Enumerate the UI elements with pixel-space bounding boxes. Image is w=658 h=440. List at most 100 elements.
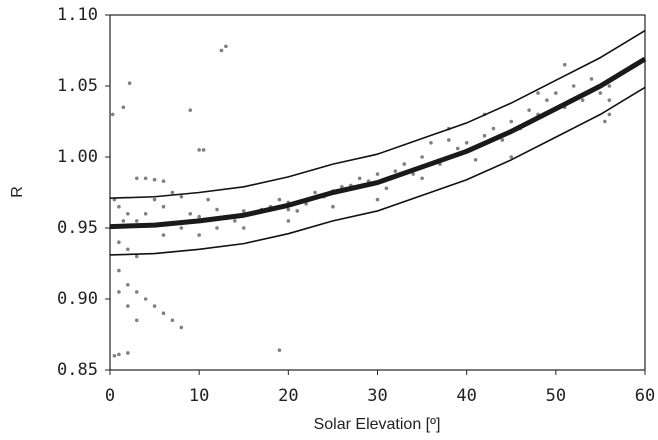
scatter-point [126, 212, 130, 216]
scatter-point [340, 185, 344, 189]
scatter-point [420, 176, 424, 181]
scatter-point [161, 204, 166, 209]
scatter-point [375, 172, 380, 176]
scatter-point [224, 44, 228, 49]
scatter-point [295, 209, 300, 213]
x-tick-label: 30 [367, 386, 387, 406]
scatter-point [331, 204, 335, 209]
y-tick-label: 0.95 [57, 218, 98, 238]
scatter-point [121, 219, 126, 223]
scatter-point [206, 197, 210, 202]
scatter-point [126, 247, 130, 252]
scatter-point [509, 119, 514, 124]
scatter-point [117, 290, 121, 294]
scatter-point [126, 351, 130, 355]
scatter-point [455, 146, 460, 151]
scatter-point [188, 108, 193, 112]
scatter-point [393, 169, 398, 173]
x-tick-label: 60 [635, 386, 655, 406]
scatter-point [491, 126, 496, 131]
scatter-point [143, 176, 148, 181]
scatter-point [545, 98, 549, 102]
scatter-point [571, 84, 576, 88]
scatter-point [143, 212, 148, 216]
x-tick-label: 10 [189, 386, 209, 406]
scatter-point [134, 254, 139, 259]
scatter-point [241, 226, 246, 230]
scatter-point [233, 219, 237, 223]
scatter-point [607, 84, 612, 88]
scatter-point [313, 190, 317, 195]
scatter-point [482, 133, 487, 138]
scatter-point [179, 226, 184, 230]
scatter-point [286, 219, 291, 223]
y-tick-label: 0.90 [57, 289, 98, 309]
scatter-point [241, 209, 246, 213]
scatter-point [170, 318, 175, 323]
scatter-point [464, 141, 469, 145]
scatter-point [215, 207, 219, 212]
scatter-point [126, 283, 130, 287]
scatter-point [536, 91, 540, 95]
scatter-point [134, 290, 139, 294]
scatter-point [589, 77, 594, 81]
scatter-point [447, 138, 451, 142]
x-tick-label: 20 [278, 386, 298, 406]
scatter-point [473, 158, 478, 162]
scatter-point [161, 311, 166, 316]
scatter-point [402, 162, 407, 166]
plot-frame [109, 14, 646, 371]
scatter-point [277, 348, 282, 352]
y-tick-label: 1.00 [57, 147, 98, 167]
scatter-point [429, 141, 433, 145]
x-tick-label: 50 [546, 386, 566, 406]
scatter-point [420, 155, 424, 159]
scatter-point [134, 318, 139, 323]
scatter-point [603, 119, 607, 124]
y-tick-label: 1.10 [57, 5, 98, 25]
scatter-point [554, 91, 558, 95]
scatter-point [188, 212, 193, 216]
scatter-point [134, 176, 139, 181]
scatter-point [607, 98, 612, 102]
y-tick-label: 1.05 [57, 76, 98, 96]
x-tick-label: 0 [105, 386, 115, 406]
scatter-point [179, 194, 184, 199]
scatter-point [179, 325, 184, 330]
scatter-point [607, 112, 612, 117]
scatter-point [152, 304, 157, 308]
scatter-point [117, 240, 121, 244]
scatter-point [197, 148, 201, 152]
scatter-point [134, 219, 139, 223]
scatter-point [197, 233, 201, 237]
scatter-point [509, 155, 514, 159]
y-axis-label: R [9, 186, 26, 198]
scatter-point [126, 304, 130, 308]
scatter-point [117, 268, 121, 273]
scatter-point [562, 62, 567, 67]
fit-line [109, 56, 647, 230]
scatter-point [201, 148, 206, 152]
scatter-point [121, 105, 126, 110]
scatter-point [598, 91, 603, 95]
scatter-point [580, 98, 585, 102]
scatter-point [161, 233, 166, 237]
y-tick-label: 0.85 [57, 360, 98, 380]
scatter-point [286, 207, 291, 212]
scatter-point [127, 81, 132, 85]
x-axis-label: Solar Elevation [º] [314, 416, 441, 433]
scatter-point [527, 108, 531, 112]
scatter-point [384, 186, 389, 191]
scatter-point [117, 204, 121, 209]
fit-line [109, 29, 646, 199]
scatter-point [112, 354, 117, 358]
scatter-point [357, 176, 362, 181]
scatter-point [161, 179, 166, 183]
scatter-point [152, 197, 157, 202]
scatter-point [110, 112, 115, 117]
scatter-point [143, 297, 148, 301]
scatter-point [375, 197, 380, 202]
scatter-point [170, 190, 175, 195]
scatter-point [215, 226, 219, 230]
